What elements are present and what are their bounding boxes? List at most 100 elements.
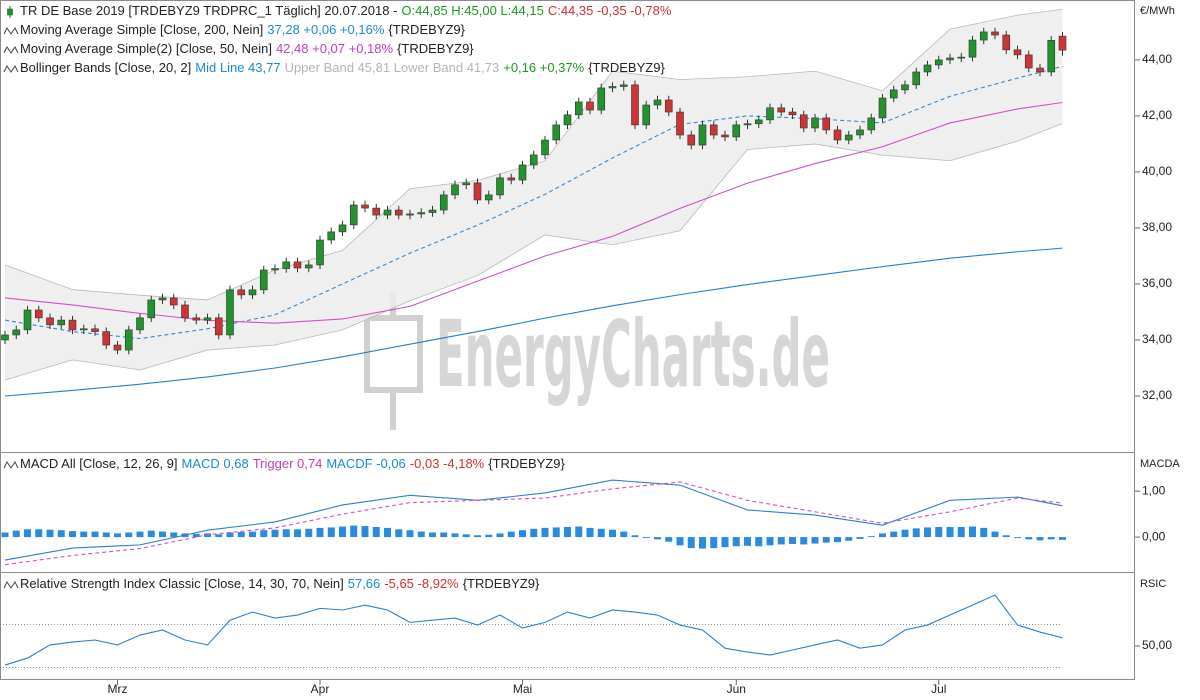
histogram-bar bbox=[912, 528, 920, 538]
histogram-bar bbox=[631, 535, 639, 538]
candle-body bbox=[147, 299, 156, 319]
candle-body bbox=[934, 59, 943, 66]
histogram-bar bbox=[249, 531, 256, 538]
candle-body bbox=[57, 319, 66, 326]
legend-line: MACD All [Close, 12, 26, 9] MACD 0,68 Trig… bbox=[20, 456, 565, 471]
candle-body bbox=[361, 204, 369, 209]
histogram-bar bbox=[822, 537, 830, 543]
candle-body bbox=[597, 87, 606, 111]
candle-body bbox=[372, 207, 381, 216]
histogram-bar bbox=[136, 531, 144, 538]
legend-segment: {TRDEBYZ9} bbox=[397, 41, 474, 56]
histogram-bar bbox=[91, 531, 99, 538]
histogram-bar bbox=[642, 537, 650, 538]
histogram-bar bbox=[732, 537, 740, 547]
candle-body bbox=[619, 84, 628, 87]
histogram-bar bbox=[46, 529, 54, 538]
candle-body bbox=[856, 129, 864, 136]
histogram-bar bbox=[777, 537, 785, 545]
x-tick-label: Apr bbox=[311, 682, 330, 696]
y-tick-label: 44,00 bbox=[1142, 52, 1172, 66]
legend-segment: MACDF -0,06 bbox=[326, 456, 405, 471]
histogram-bar bbox=[350, 525, 358, 538]
histogram-bar bbox=[294, 529, 301, 538]
histogram-bar bbox=[339, 526, 346, 538]
histogram-bar bbox=[665, 537, 673, 542]
legend-segment: Moving Average Simple(2) [Close, 50, Nei… bbox=[20, 41, 272, 56]
histogram-bar bbox=[507, 531, 515, 538]
candle-body bbox=[451, 184, 459, 196]
axis-unit: MACDA bbox=[1140, 458, 1180, 470]
candle-body bbox=[1058, 35, 1067, 51]
candle-body bbox=[631, 84, 639, 126]
legend-segment: {TRDEBYZ9} bbox=[588, 60, 665, 75]
candle-body bbox=[248, 289, 257, 296]
legend-segment: MACD All [Close, 12, 26, 9] bbox=[20, 456, 178, 471]
legend-icon bbox=[3, 461, 19, 469]
candle-body bbox=[158, 297, 167, 301]
candle-body bbox=[271, 268, 279, 271]
indicator-line bbox=[4, 479, 1063, 561]
candle-body bbox=[732, 124, 741, 138]
candle-body bbox=[541, 139, 549, 156]
candle-body bbox=[991, 31, 999, 36]
histogram-bar bbox=[890, 531, 898, 538]
plot-frame bbox=[0, 0, 1135, 680]
candle-body bbox=[23, 309, 32, 331]
candle-body bbox=[439, 194, 448, 211]
candle-body bbox=[608, 86, 617, 89]
legend-segment: {TRDEBYZ9} bbox=[388, 22, 465, 37]
histogram-bar bbox=[159, 531, 166, 538]
candle-body bbox=[743, 123, 752, 126]
legend-segment: -0,03 -4,18% bbox=[410, 456, 485, 471]
histogram-bar bbox=[957, 526, 965, 538]
candle-body bbox=[912, 71, 921, 86]
histogram-bar bbox=[372, 526, 380, 538]
histogram-bar bbox=[564, 526, 571, 538]
candle-body bbox=[698, 124, 707, 146]
candle-body bbox=[687, 134, 696, 146]
candle-body bbox=[79, 328, 88, 331]
histogram-bar bbox=[811, 537, 819, 544]
legend-segment: TR DE Base 2019 [TRDEBYZ9 TRDPRC_1 Tägli… bbox=[20, 3, 397, 18]
histogram-bar bbox=[597, 528, 605, 538]
band-upper bbox=[4, 8, 1063, 301]
candle-body bbox=[833, 129, 842, 141]
histogram-bar bbox=[406, 530, 414, 538]
histogram-bar bbox=[1014, 537, 1021, 538]
legend-icon bbox=[7, 8, 13, 16]
histogram-bar bbox=[879, 533, 886, 538]
histogram-bar bbox=[57, 530, 65, 538]
legend-segment: Bollinger Bands [Close, 20, 2] bbox=[20, 60, 191, 75]
histogram-bar bbox=[901, 529, 909, 538]
histogram-bar bbox=[834, 537, 841, 543]
candle-body bbox=[293, 261, 302, 269]
legend-line: Moving Average Simple [Close, 200, Nein]… bbox=[20, 22, 466, 37]
histogram-bar bbox=[1, 532, 9, 538]
histogram-bar bbox=[991, 531, 999, 538]
histogram-bar bbox=[417, 531, 425, 538]
legend-icon bbox=[3, 65, 19, 73]
candle-body bbox=[901, 84, 909, 91]
candle-body bbox=[406, 213, 414, 216]
legend-segment: Trigger 0,74 bbox=[253, 456, 323, 471]
candle-body bbox=[529, 154, 538, 166]
legend-segment: +0,16 +0,37% bbox=[503, 60, 584, 75]
candle-body bbox=[811, 117, 819, 129]
histogram-bar bbox=[305, 528, 313, 538]
histogram-bar bbox=[316, 527, 324, 538]
histogram-bar bbox=[676, 537, 684, 546]
candle-body bbox=[1, 334, 9, 341]
histogram-bar bbox=[1047, 537, 1055, 540]
histogram-bar bbox=[462, 534, 470, 538]
candle-body bbox=[766, 107, 774, 121]
candle-body bbox=[12, 329, 21, 336]
histogram-bar bbox=[924, 527, 931, 538]
candle-body bbox=[709, 124, 718, 136]
candle-body bbox=[484, 194, 493, 201]
x-tick-label: Jul bbox=[931, 682, 946, 696]
histogram-bar bbox=[327, 527, 335, 538]
candle-body bbox=[428, 209, 437, 213]
candle-body bbox=[34, 309, 43, 319]
